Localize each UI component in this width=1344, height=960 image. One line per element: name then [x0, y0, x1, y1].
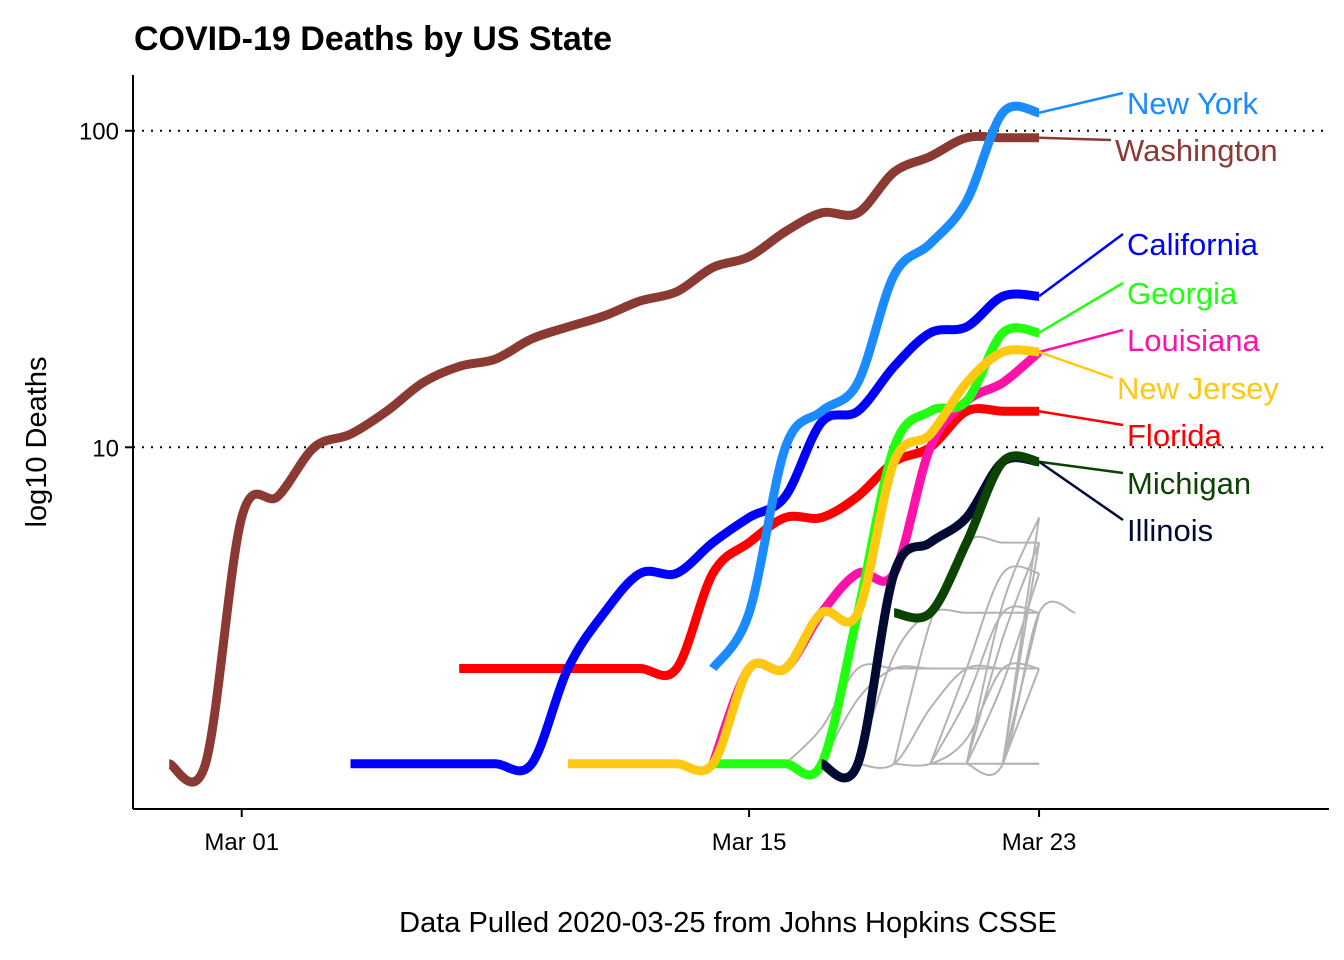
leader-line-georgia: [1038, 281, 1124, 334]
leader-line-michigan: [1038, 460, 1124, 475]
gridlines: [133, 129, 1329, 449]
background-series-line: [894, 662, 1040, 767]
background-series-line: [857, 664, 1040, 769]
x-axis-title: Data Pulled 2020-03-25 from Johns Hopkin…: [399, 907, 1057, 939]
x-tick-label: Mar 01: [204, 829, 279, 856]
series-label-michigan: Michigan: [1127, 466, 1251, 501]
series-label-louisiana: Louisiana: [1127, 323, 1260, 358]
background-series-line: [965, 517, 1041, 765]
series-line-michigan: [893, 451, 1040, 623]
leader-line-new-jersey: [1038, 350, 1114, 380]
y-axis-ticks: 10 100: [79, 119, 133, 462]
background-series-line: [893, 535, 1040, 765]
series-line-california: [350, 289, 1040, 776]
background-series-line: [1001, 612, 1041, 765]
leader-line-florida: [1038, 409, 1124, 427]
series-line-new-york: [709, 101, 1041, 672]
leader-line-illinois: [1038, 460, 1124, 522]
series-line-washington: [167, 131, 1040, 787]
series-label-illinois: Illinois: [1127, 513, 1213, 548]
series-label-new-jersey: New Jersey: [1117, 371, 1279, 406]
y-axis-title: log10 Deaths: [21, 357, 53, 528]
y-tick-label: 100: [79, 119, 119, 146]
leader-line-new-york: [1038, 91, 1124, 114]
series-label-california: California: [1127, 227, 1259, 262]
series-lines: [167, 101, 1043, 787]
series-labels: New York Washington California Georgia Louis…: [1115, 86, 1279, 548]
series-label-washington: Washington: [1115, 133, 1278, 168]
background-series-line: [929, 605, 1040, 765]
x-tick-label: Mar 15: [712, 829, 787, 856]
x-tick-label: Mar 23: [1002, 829, 1077, 856]
background-series-line: [929, 565, 1040, 765]
label-leader-lines: [1038, 91, 1124, 522]
background-series-line: [965, 542, 1041, 765]
x-axis-ticks: Mar 01 Mar 15 Mar 23: [204, 809, 1076, 856]
series-label-new-york: New York: [1127, 86, 1258, 121]
y-tick-label: 10: [92, 435, 119, 462]
leader-line-california: [1038, 232, 1124, 298]
series-label-georgia: Georgia: [1127, 276, 1238, 311]
leader-line-louisiana: [1038, 328, 1124, 354]
series-line-florida: [459, 404, 1040, 680]
series-line-new-jersey: [567, 345, 1040, 776]
chart-title: COVID-19 Deaths by US State: [134, 20, 612, 58]
background-series-line: [965, 572, 1041, 765]
series-label-florida: Florida: [1127, 418, 1223, 453]
leader-line-washington: [1039, 136, 1112, 142]
background-series-line: [1001, 542, 1041, 764]
background-series-line: [1001, 668, 1041, 765]
